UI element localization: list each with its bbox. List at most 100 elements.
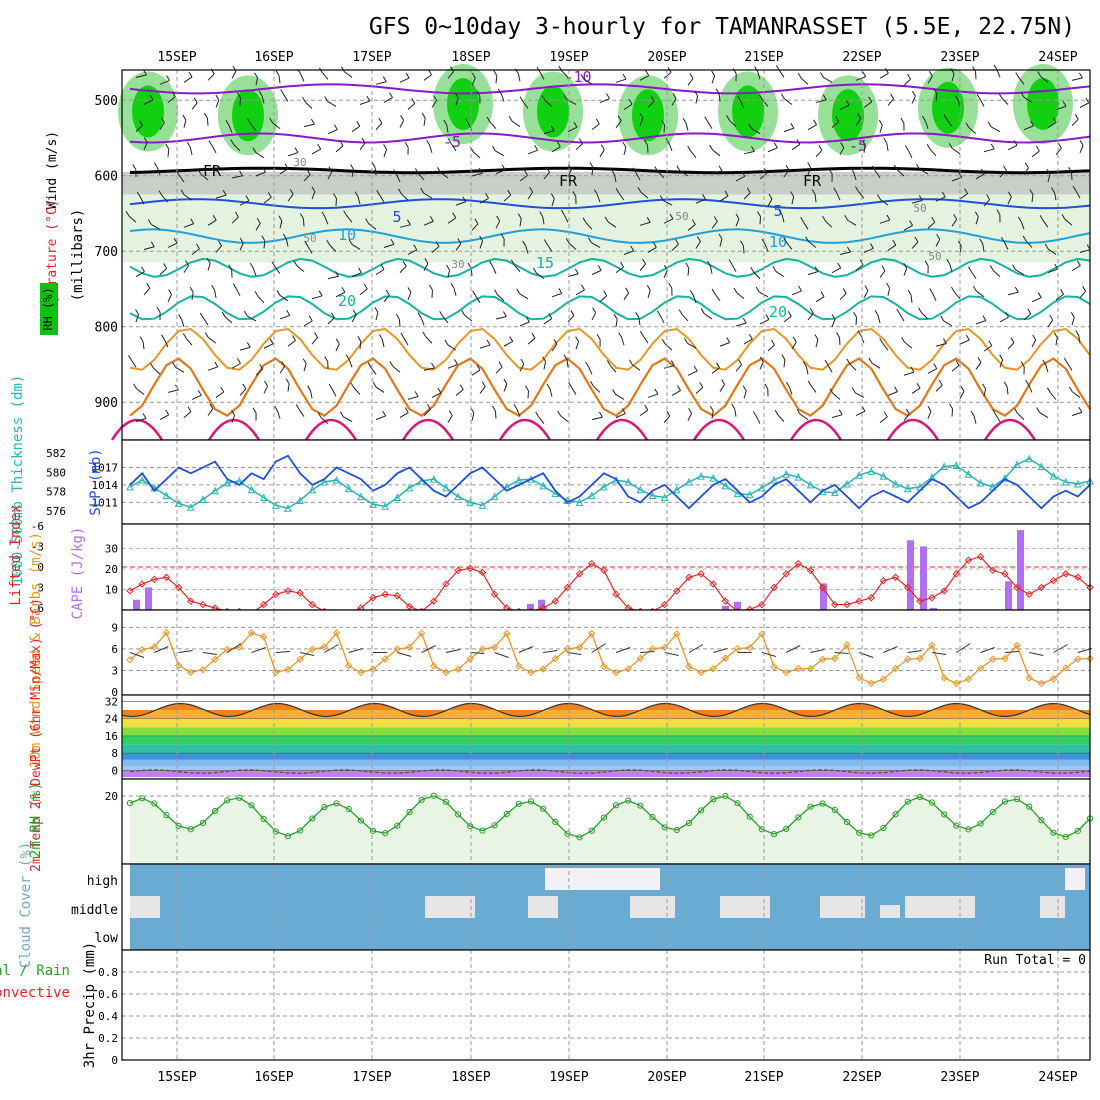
wind-barb <box>211 284 217 298</box>
wind-barb-flag <box>254 291 259 297</box>
wind-barb-staff <box>807 167 812 176</box>
wind-barb <box>591 307 597 321</box>
wind-barb <box>423 215 434 226</box>
wind-barb-flag <box>503 378 508 385</box>
wind-barb <box>539 211 545 225</box>
wind-barb-flag <box>163 263 168 269</box>
wind-barb-flag <box>350 164 354 170</box>
wind-barb <box>304 241 313 254</box>
wind-barb-staff <box>659 315 665 324</box>
wind-barb-flag <box>646 285 651 291</box>
wind-barb-flag <box>628 99 633 105</box>
wind-barb <box>302 358 307 372</box>
wind-barb <box>417 312 425 326</box>
isotherm-25-line <box>789 418 843 441</box>
wind-barb-flag <box>479 235 484 242</box>
wind-barb <box>807 162 812 176</box>
wind-barb-flag <box>146 282 151 289</box>
wind-barb <box>567 268 579 278</box>
wind-barb <box>135 69 147 78</box>
rh-blob-inner <box>537 85 569 138</box>
wind-barb <box>572 191 577 205</box>
wind-barb-staff <box>647 393 659 398</box>
wind-barb-staff <box>685 122 689 131</box>
wind-barb-flag <box>402 260 407 267</box>
wind-barb <box>1029 189 1034 203</box>
wind-barb <box>497 88 505 102</box>
cloud-block <box>545 868 660 890</box>
wind-barb-flag <box>845 100 850 106</box>
wind-10m-barb <box>785 645 801 653</box>
wind-barb <box>639 258 647 271</box>
wind-barb <box>903 408 910 421</box>
wind-barb-flag <box>748 123 753 129</box>
wind-barb-flag <box>491 405 496 412</box>
wind-barb-flag <box>203 112 208 119</box>
wind-barb-staff <box>903 267 908 276</box>
wind-barb-flag <box>307 385 312 392</box>
wind-barb <box>951 214 958 227</box>
wind-barb <box>591 118 600 131</box>
wind-barb-flag <box>520 358 525 365</box>
wind-10m-barb <box>275 651 290 653</box>
thickness-slp-panel-bg <box>122 440 1090 524</box>
wind-barb <box>567 310 575 323</box>
wind-barb-flag <box>987 121 992 128</box>
wind-barb <box>1003 381 1009 395</box>
wind-barb <box>927 71 933 84</box>
wind-barb-staff <box>135 271 145 278</box>
rh2m-point <box>892 811 899 818</box>
temp-band <box>122 703 1090 717</box>
wind-barb-staff <box>591 167 594 176</box>
wind-barb-staff <box>261 95 265 104</box>
wind-barb-flag <box>326 239 331 246</box>
cape-tick-10: 10 <box>105 584 118 597</box>
wind-barb-staff <box>495 75 498 84</box>
wind-barb-flag <box>489 261 494 267</box>
thickness-point <box>758 483 766 492</box>
wind-barb-staff <box>623 103 633 110</box>
wind-barb-flag <box>314 332 318 338</box>
wind-barb-staff <box>277 410 281 419</box>
wind-barb-flag <box>772 266 777 272</box>
wind-barb-flag <box>796 408 801 415</box>
wind-barb-staff <box>791 341 797 350</box>
wind-barb <box>774 409 785 422</box>
wind-barb-flag <box>306 169 311 175</box>
lifted-index-point <box>187 597 195 605</box>
wind-barb-staff <box>566 359 569 368</box>
wind-barb <box>335 140 344 153</box>
wind-speed-point <box>588 629 596 638</box>
wind-barb <box>711 70 716 84</box>
wind-barb-flag <box>383 144 388 150</box>
thickness-point <box>539 481 547 490</box>
wind-barb-staff <box>343 416 353 423</box>
wind-speed-point <box>199 665 207 674</box>
wind-barb-staff <box>1079 249 1091 253</box>
wind-barb-flag <box>921 115 926 122</box>
wind-barb-staff <box>599 295 608 303</box>
wind-barb <box>999 354 1004 368</box>
wind-barb-staff <box>976 290 985 298</box>
wind-barb-flag <box>909 220 913 226</box>
wind-barb <box>279 310 291 320</box>
wind-barb-flag <box>904 145 909 151</box>
wind-barb-staff <box>252 268 257 276</box>
wind-barb-flag <box>758 94 763 101</box>
wind-barb-flag <box>851 387 856 394</box>
wind-barb <box>247 118 257 131</box>
wind-barb-staff <box>810 385 817 393</box>
wind-barb-staff <box>178 174 185 183</box>
rh2m-point <box>515 800 522 807</box>
wind-barb <box>326 239 337 252</box>
wind-barb-flag <box>911 90 916 97</box>
wind-barb <box>684 338 697 349</box>
wind-barb-flag <box>805 236 810 242</box>
wind-barb <box>836 332 841 346</box>
wind-barb <box>455 196 467 206</box>
wind-barb <box>743 187 751 200</box>
wind-barb-staff <box>423 220 434 226</box>
wind-barb-flag <box>818 145 823 151</box>
wind-barb-staff <box>183 223 194 228</box>
wind-barb-flag <box>1032 334 1037 341</box>
